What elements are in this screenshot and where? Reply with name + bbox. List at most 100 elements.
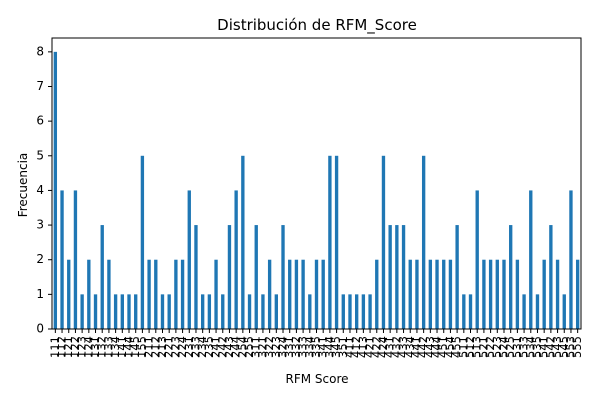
bar-335: [314, 259, 319, 329]
x-tick-label-111: 111: [48, 336, 62, 358]
bar-231: [187, 190, 191, 329]
y-axis-label: Frecuencia: [16, 153, 30, 218]
bar-221: [167, 294, 171, 329]
bar-341: [321, 259, 325, 329]
x-tick-label-534: 534: [523, 336, 537, 358]
bar-533: [522, 294, 526, 329]
bar-121: [67, 259, 71, 329]
bar-324: [281, 225, 285, 329]
bar-144: [127, 294, 131, 329]
x-tick-label-454: 454: [443, 336, 457, 358]
bar-413: [361, 294, 366, 329]
bar-535: [535, 294, 540, 329]
bar-255: [247, 294, 252, 329]
x-tick-label-331: 331: [282, 336, 296, 358]
x-tick-label-455: 455: [450, 336, 464, 358]
bar-235: [207, 294, 212, 329]
x-tick-label-241: 241: [209, 336, 223, 358]
bar-311: [254, 225, 258, 329]
x-tick-label-124: 124: [81, 336, 95, 358]
x-tick-label-513: 513: [470, 336, 484, 358]
x-tick-label-122: 122: [68, 336, 82, 358]
x-tick-label-412: 412: [349, 336, 363, 358]
x-tick-label-255: 255: [242, 336, 256, 358]
bar-444: [435, 259, 439, 329]
x-tick-label-221: 221: [162, 336, 176, 358]
chart-title: Distribución de RFM_Score: [217, 16, 417, 35]
bar-541: [542, 259, 546, 329]
bar-531: [515, 259, 520, 329]
bar-454: [448, 259, 453, 329]
x-tick-label-431: 431: [383, 336, 397, 358]
bar-133: [107, 259, 111, 329]
bar-455: [455, 225, 459, 329]
x-tick-label-322: 322: [262, 336, 276, 358]
x-tick-label-533: 533: [517, 336, 531, 358]
bar-111: [53, 51, 58, 330]
x-tick-label-411: 411: [342, 336, 356, 358]
bar-345: [334, 155, 339, 329]
bar-542: [549, 225, 553, 329]
x-tick-label-443: 443: [423, 336, 437, 358]
x-tick-label-543: 543: [550, 336, 564, 358]
bar-124: [87, 259, 91, 329]
bar-513: [475, 190, 479, 329]
bar-122: [73, 190, 78, 329]
y-tick-label-8: 8: [36, 44, 44, 58]
bar-331: [288, 259, 292, 329]
bar-131: [93, 294, 98, 329]
bar-543: [555, 259, 560, 329]
bar-254: [241, 155, 245, 329]
x-tick-label-121: 121: [61, 336, 75, 358]
bar-224: [180, 259, 185, 329]
bar-553: [569, 190, 573, 329]
x-tick-label-243: 243: [222, 336, 236, 358]
bar-323: [274, 294, 278, 329]
bar-233: [194, 225, 198, 329]
bar-132: [100, 225, 104, 329]
x-tick-label-141: 141: [115, 336, 129, 358]
bar-442: [421, 155, 426, 329]
bar-431: [388, 225, 392, 329]
bar-522: [488, 259, 493, 329]
bar-123: [80, 294, 84, 329]
x-tick-label-541: 541: [537, 336, 551, 358]
x-tick-label-421: 421: [363, 336, 377, 358]
bar-433: [401, 225, 406, 329]
y-tick-label-1: 1: [36, 287, 44, 301]
bar-525: [509, 225, 513, 329]
x-tick-label-332: 332: [289, 336, 303, 358]
bar-523: [495, 259, 499, 329]
x-tick-label-234: 234: [195, 336, 209, 358]
x-tick-label-542: 542: [543, 336, 557, 358]
x-tick-label-535: 535: [530, 336, 544, 358]
x-tick-label-433: 433: [396, 336, 410, 358]
x-tick-label-231: 231: [182, 336, 196, 358]
bar-422: [375, 259, 379, 329]
x-tick-label-144: 144: [122, 336, 136, 358]
bar-432: [395, 225, 399, 329]
bar-411: [348, 294, 352, 329]
x-tick-label-523: 523: [490, 336, 504, 358]
x-tick-label-321: 321: [255, 336, 269, 358]
x-tick-label-235: 235: [202, 336, 216, 358]
x-tick-label-344: 344: [322, 336, 336, 358]
x-tick-label-233: 233: [188, 336, 202, 358]
x-tick-label-242: 242: [215, 336, 229, 358]
bar-141: [120, 294, 124, 329]
x-tick-label-553: 553: [563, 336, 577, 358]
y-tick-label-3: 3: [36, 218, 44, 232]
x-tick-label-133: 133: [101, 336, 115, 358]
x-tick-label-524: 524: [496, 336, 510, 358]
x-tick-label-413: 413: [356, 336, 370, 358]
x-tick-label-333: 333: [296, 336, 310, 358]
bar-211: [147, 259, 151, 329]
bar-441: [415, 259, 419, 329]
x-axis: 1111121211221231241311321331341411441451…: [48, 329, 584, 358]
y-tick-label-5: 5: [36, 148, 44, 162]
x-tick-label-424: 424: [376, 336, 390, 358]
x-tick-label-525: 525: [503, 336, 517, 358]
y-tick-label-6: 6: [36, 114, 44, 128]
x-tick-label-345: 345: [329, 336, 343, 358]
